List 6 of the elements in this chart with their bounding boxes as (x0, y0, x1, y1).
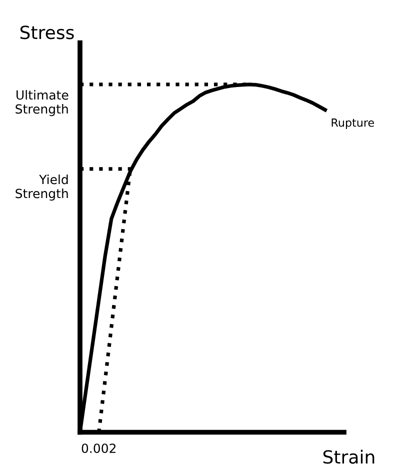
y-axis-title: Stress (20, 26, 74, 40)
x-axis-title: Strain (323, 450, 374, 464)
annotation: 0.002 (82, 444, 116, 454)
ref-line-label: Yield Strength (16, 174, 68, 201)
ref-line-label: Ultimate Strength (16, 90, 68, 116)
annotation: Rupture (332, 118, 374, 129)
